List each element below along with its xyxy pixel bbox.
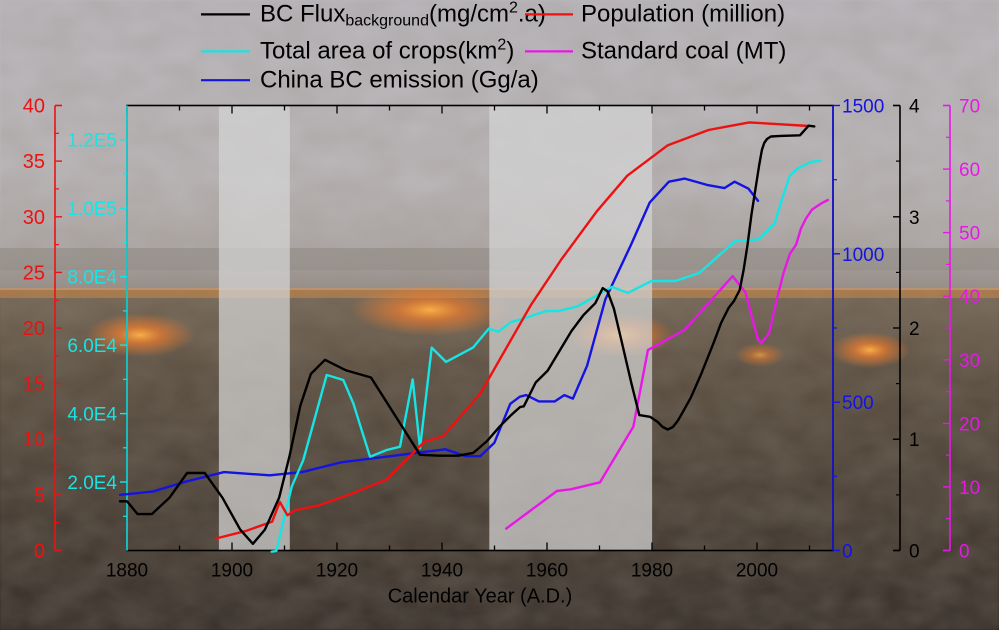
svg-text:1.0E5: 1.0E5 bbox=[67, 199, 117, 220]
svg-text:Population (million): Population (million) bbox=[581, 1, 785, 28]
svg-text:1000: 1000 bbox=[842, 245, 884, 266]
svg-text:60: 60 bbox=[959, 160, 980, 181]
svg-text:4.0E4: 4.0E4 bbox=[67, 405, 117, 426]
svg-text:6.0E4: 6.0E4 bbox=[67, 336, 117, 357]
svg-text:2.0E4: 2.0E4 bbox=[67, 473, 117, 494]
svg-text:1960: 1960 bbox=[526, 561, 568, 582]
svg-text:40: 40 bbox=[959, 287, 980, 308]
svg-text:Standard coal (MT): Standard coal (MT) bbox=[581, 38, 786, 65]
svg-text:4: 4 bbox=[909, 97, 920, 118]
svg-text:0: 0 bbox=[842, 542, 853, 563]
svg-text:Total area of crops(km2): Total area of crops(km2) bbox=[260, 37, 514, 65]
svg-text:1900: 1900 bbox=[211, 561, 253, 582]
svg-text:0: 0 bbox=[959, 542, 970, 563]
svg-text:40: 40 bbox=[23, 96, 45, 118]
svg-text:30: 30 bbox=[959, 351, 980, 372]
svg-text:500: 500 bbox=[842, 393, 874, 414]
svg-text:1940: 1940 bbox=[421, 561, 463, 582]
svg-text:3: 3 bbox=[909, 208, 920, 229]
svg-text:2: 2 bbox=[909, 319, 920, 340]
svg-text:35: 35 bbox=[23, 151, 45, 173]
svg-text:30: 30 bbox=[23, 207, 45, 229]
svg-text:1: 1 bbox=[909, 430, 920, 451]
svg-text:1880: 1880 bbox=[106, 561, 148, 582]
svg-text:8.0E4: 8.0E4 bbox=[67, 268, 117, 289]
svg-text:0: 0 bbox=[34, 541, 45, 563]
svg-text:BC Fluxbackground(mg/cm2.a): BC Fluxbackground(mg/cm2.a) bbox=[260, 0, 546, 30]
svg-text:25: 25 bbox=[23, 262, 45, 284]
svg-text:50: 50 bbox=[959, 224, 980, 245]
svg-text:China BC emission (Gg/a): China BC emission (Gg/a) bbox=[260, 66, 539, 93]
svg-text:5: 5 bbox=[34, 485, 45, 507]
svg-text:Calendar Year (A.D.): Calendar Year (A.D.) bbox=[388, 586, 573, 608]
svg-text:20: 20 bbox=[23, 318, 45, 340]
svg-text:1920: 1920 bbox=[316, 561, 358, 582]
svg-text:1500: 1500 bbox=[842, 97, 884, 118]
svg-text:70: 70 bbox=[959, 97, 980, 118]
svg-text:10: 10 bbox=[959, 478, 980, 499]
svg-text:0: 0 bbox=[909, 542, 920, 563]
svg-text:20: 20 bbox=[959, 414, 980, 435]
svg-text:10: 10 bbox=[23, 429, 45, 451]
svg-text:1980: 1980 bbox=[631, 561, 673, 582]
svg-text:2000: 2000 bbox=[736, 561, 778, 582]
svg-text:15: 15 bbox=[23, 374, 45, 396]
svg-text:1.2E5: 1.2E5 bbox=[67, 131, 117, 152]
